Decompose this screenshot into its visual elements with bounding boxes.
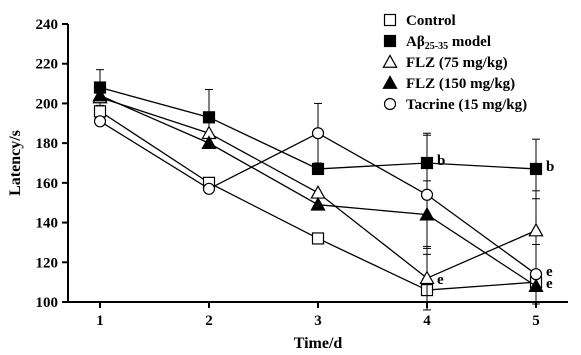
data-point — [202, 182, 216, 195]
y-tick-label: 220 — [36, 57, 59, 73]
significance-label: b — [437, 153, 445, 169]
significance-label: e — [546, 264, 553, 280]
data-point — [311, 127, 325, 140]
data-point — [201, 135, 217, 150]
series-layer — [92, 69, 544, 311]
data-point — [92, 87, 108, 102]
y-tick-label: 100 — [36, 295, 59, 311]
data-point — [528, 222, 544, 237]
legend-marker — [382, 75, 398, 89]
legend-marker — [383, 13, 397, 27]
data-point — [310, 196, 326, 211]
data-point — [420, 188, 434, 201]
legend-marker — [382, 54, 398, 68]
legend-label: Control — [406, 13, 456, 29]
x-tick-label: 2 — [205, 313, 213, 329]
y-tick-label: 180 — [36, 136, 59, 152]
significance-label: e — [437, 272, 444, 288]
legend-marker — [383, 34, 397, 48]
data-point — [310, 184, 326, 199]
legend-label: FLZ (150 mg/kg) — [406, 76, 515, 92]
y-axis-title: Latency/s — [7, 130, 24, 196]
x-tick-label: 4 — [423, 313, 431, 329]
legend-item: Aβ25-35 model — [383, 34, 491, 52]
annotations: b be ee — [437, 153, 554, 292]
legend-label: Tacrine (15 mg/kg) — [406, 97, 527, 113]
data-point — [311, 232, 325, 245]
y-tick-label: 140 — [36, 216, 59, 232]
data-point — [311, 162, 325, 176]
x-tick-label: 5 — [532, 313, 540, 329]
legend-item: Tacrine (15 mg/kg) — [383, 97, 527, 113]
legend-label: FLZ (75 mg/kg) — [406, 55, 508, 71]
data-point — [419, 270, 435, 285]
data-point — [529, 268, 543, 281]
x-tick-label: 1 — [96, 313, 104, 329]
legend-item: FLZ (150 mg/kg) — [382, 75, 515, 92]
series-5 — [93, 102, 543, 305]
significance-label: e — [546, 276, 553, 292]
legend-item: Control — [383, 13, 456, 29]
y-tick-label: 240 — [36, 17, 59, 33]
data-point — [529, 162, 543, 176]
y-tick-label: 120 — [36, 255, 59, 271]
significance-label: b — [546, 159, 554, 175]
legend-item: FLZ (75 mg/kg) — [382, 54, 508, 71]
data-point — [93, 115, 107, 128]
y-tick-label: 200 — [36, 96, 59, 112]
axes: 100 120 140 160 180 200 220 240 1 2 3 4 5 — [36, 17, 568, 329]
data-point — [202, 111, 216, 124]
y-tick-label: 160 — [36, 176, 59, 192]
x-tick-label: 3 — [314, 313, 322, 329]
legend: Control Aβ25-35 model FLZ (75 mg/kg) FLZ (1… — [382, 13, 527, 113]
legend-marker — [383, 97, 397, 111]
legend-label: Aβ25-35 model — [406, 34, 491, 52]
x-axis-title: Time/d — [294, 335, 343, 352]
